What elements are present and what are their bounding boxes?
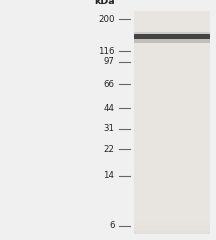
Text: 31: 31 (103, 124, 114, 133)
Text: 44: 44 (103, 104, 114, 113)
Text: 14: 14 (103, 171, 114, 180)
Text: 22: 22 (103, 144, 114, 154)
Bar (134, 227, 210, 229)
Bar (134, 222, 210, 224)
Bar (134, 230, 210, 232)
Bar (134, 232, 210, 234)
Text: 66: 66 (103, 80, 114, 89)
Bar (134, 32, 210, 35)
Text: 97: 97 (104, 57, 114, 66)
Bar (134, 11, 210, 234)
Text: 200: 200 (98, 15, 114, 24)
Text: kDa: kDa (94, 0, 114, 6)
Bar (134, 225, 210, 227)
Bar (134, 39, 210, 43)
Text: 116: 116 (98, 47, 114, 56)
Text: 6: 6 (109, 221, 114, 230)
Bar (134, 34, 210, 39)
